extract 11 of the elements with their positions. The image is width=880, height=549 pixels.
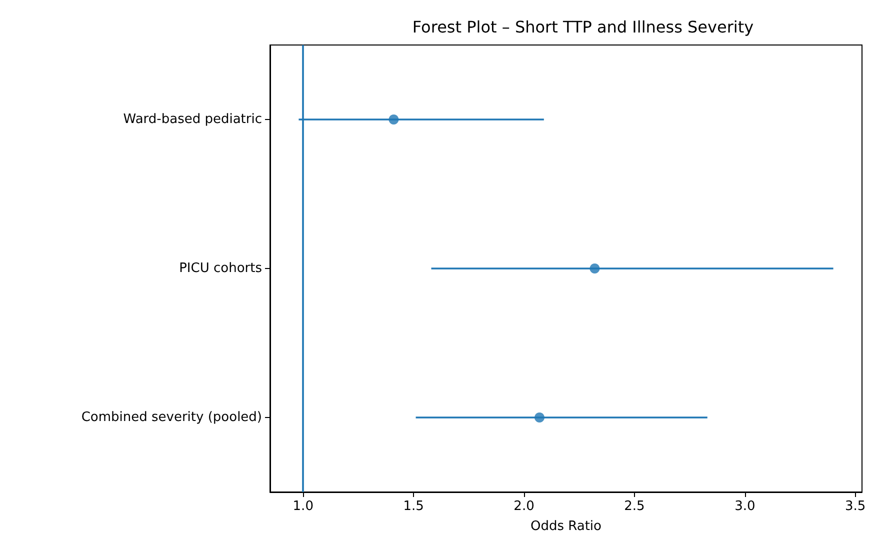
- x-tick-label: 1.0: [292, 499, 314, 514]
- y-tick-label: Ward-based pediatric: [123, 112, 262, 127]
- x-tick-label: 1.5: [403, 499, 424, 514]
- y-tick-label: PICU cohorts: [179, 261, 262, 276]
- x-tick-label: 2.5: [624, 499, 645, 514]
- x-tick-label: 2.0: [514, 499, 534, 514]
- y-tick-label: Combined severity (pooled): [81, 410, 262, 425]
- chart-title: Forest Plot – Short TTP and Illness Severity: [412, 18, 754, 36]
- x-axis-title: Odds Ratio: [530, 519, 602, 534]
- x-tick-label: 3.0: [734, 499, 756, 514]
- x-tick-label: 3.5: [845, 499, 866, 514]
